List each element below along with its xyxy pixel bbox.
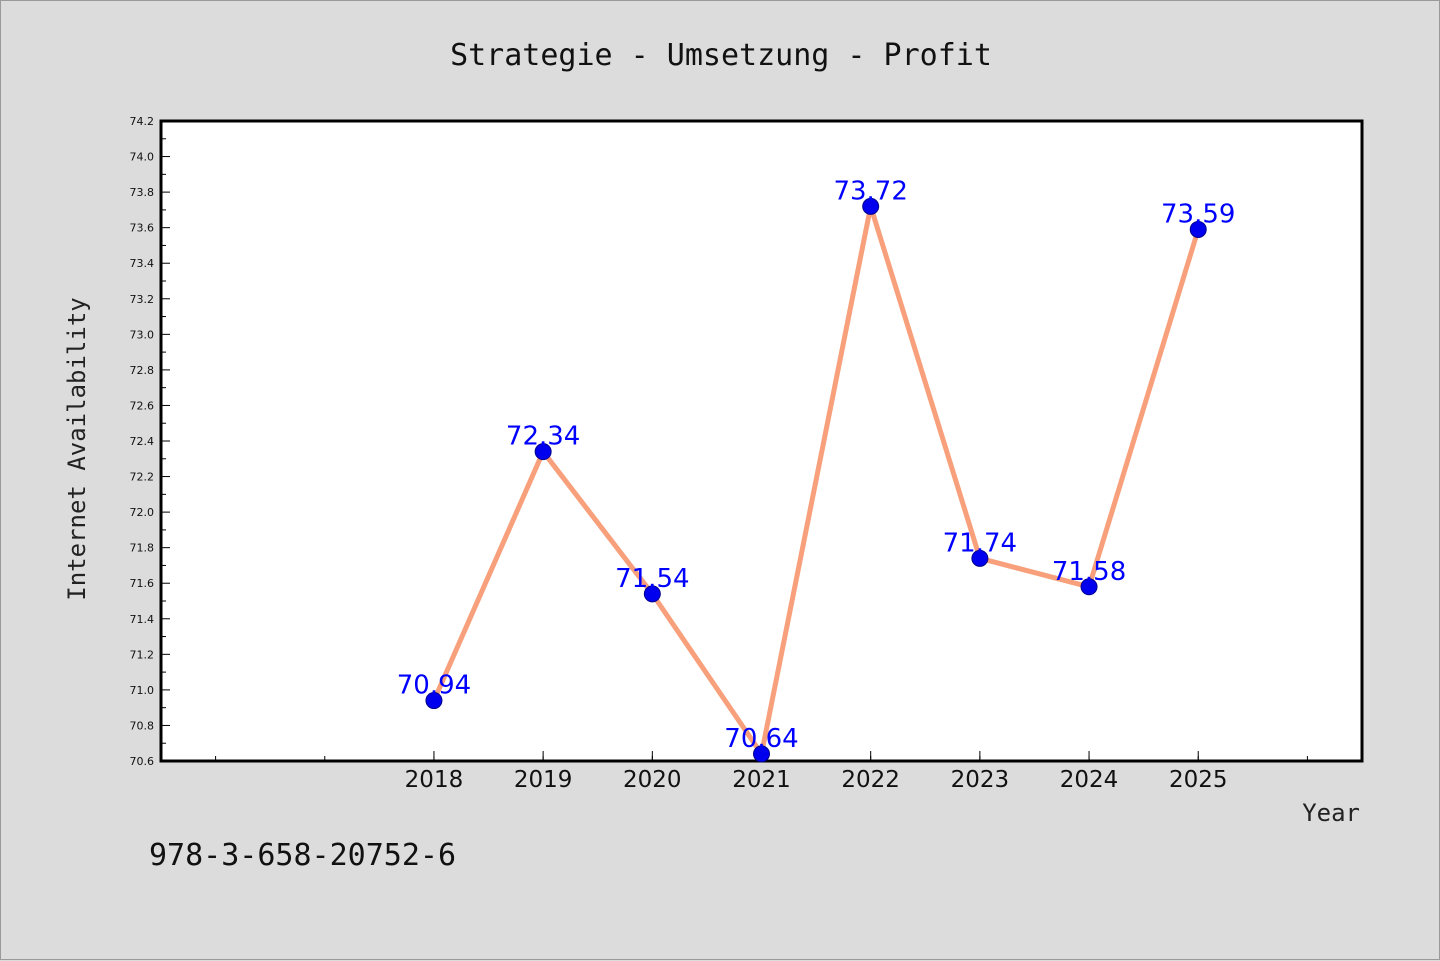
data-label: 70.64 <box>724 724 798 754</box>
data-point <box>971 549 989 567</box>
x-tick-label: 2024 <box>1060 767 1119 793</box>
x-axis: 2018 2019 2020 2021 2022 2023 2024 2025 <box>215 751 1308 793</box>
y-tick-label: 72.0 <box>130 506 155 519</box>
y-tick-label: 73.8 <box>130 186 155 199</box>
data-point <box>753 745 770 763</box>
data-label: 70.94 <box>397 671 471 701</box>
y-tick-label: 74.2 <box>130 115 155 128</box>
data-labels: 70.94 72.34 71.54 70.64 73.72 71.74 71.58 73.59 <box>397 176 1236 754</box>
x-tick-label: 2019 <box>514 767 573 793</box>
footer-isbn: 978-3-658-20752-6 <box>149 838 456 873</box>
y-tick-label: 71.8 <box>130 542 155 555</box>
y-tick-label: 73.2 <box>130 293 155 306</box>
y-axis-label: Internet Availability <box>63 297 91 600</box>
data-label: 71.54 <box>615 564 689 594</box>
y-tick-label: 71.0 <box>130 684 155 697</box>
series-line <box>431 203 1201 757</box>
data-point <box>1189 220 1207 238</box>
y-axis: 70.6 70.8 71.0 71.2 71.4 71.6 71.8 72.0 72.2 72.4… <box>130 115 170 768</box>
data-label: 73.59 <box>1161 199 1235 229</box>
y-tick-label: 72.8 <box>130 364 155 377</box>
y-tick-label: 70.8 <box>130 719 155 732</box>
x-tick-label: 2018 <box>405 767 464 793</box>
y-tick-label: 72.2 <box>130 471 155 484</box>
data-point <box>425 692 443 710</box>
data-label: 71.58 <box>1052 557 1126 587</box>
y-tick-label: 73.6 <box>130 222 155 235</box>
data-point <box>534 443 552 461</box>
x-axis-label: Year <box>1302 799 1360 827</box>
data-point <box>643 585 661 603</box>
x-tick-label: 2025 <box>1169 767 1228 793</box>
x-tick-label: 2022 <box>841 767 900 793</box>
chart-title: Strategie - Umsetzung - Profit <box>450 38 992 73</box>
x-tick-label: 2023 <box>951 767 1010 793</box>
data-label: 73.72 <box>833 176 907 206</box>
y-tick-label: 73.4 <box>130 257 155 270</box>
data-label: 72.34 <box>506 422 580 452</box>
series-0 <box>425 197 1207 763</box>
y-tick-label: 71.6 <box>130 577 155 590</box>
y-tick-label: 72.4 <box>130 435 155 448</box>
y-tick-label: 74.0 <box>130 151 155 164</box>
data-label: 71.74 <box>943 528 1017 558</box>
plot-area <box>159 119 1364 763</box>
y-tick-label: 73.0 <box>130 328 155 341</box>
y-tick-label: 70.6 <box>130 755 155 768</box>
data-point <box>862 197 880 215</box>
y-tick-label: 71.4 <box>130 613 155 626</box>
y-tick-label: 72.6 <box>130 399 155 412</box>
x-tick-label: 2020 <box>623 767 682 793</box>
y-tick-label: 71.2 <box>130 648 155 661</box>
x-tick-label: 2021 <box>732 767 791 793</box>
data-point <box>1080 578 1098 596</box>
